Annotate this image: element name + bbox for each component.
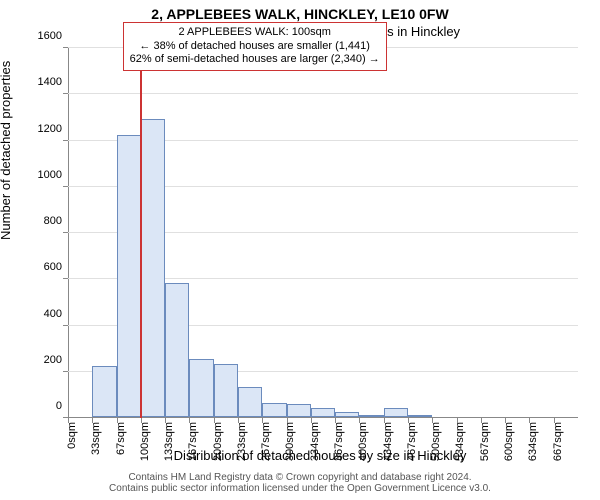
ytick-mark <box>63 325 68 326</box>
bar <box>408 415 432 417</box>
ytick-label: 800 <box>2 215 62 227</box>
title-main: 2, APPLEBEES WALK, HINCKLEY, LE10 0FW <box>0 6 600 22</box>
x-axis-label: Distribution of detached houses by size … <box>60 448 580 463</box>
bar <box>189 359 213 417</box>
bar <box>214 364 238 417</box>
gridline <box>68 93 578 94</box>
chart-container: 2, APPLEBEES WALK, HINCKLEY, LE10 0FW Si… <box>0 0 600 500</box>
ytick-label: 1600 <box>2 30 62 42</box>
ytick-label: 400 <box>2 308 62 320</box>
ytick-mark <box>63 93 68 94</box>
bar <box>165 283 189 417</box>
annotation-line: 62% of semi-detached houses are larger (… <box>130 53 380 67</box>
ytick-mark <box>63 278 68 279</box>
bar <box>92 366 116 417</box>
bar <box>384 408 408 417</box>
x-axis <box>68 417 578 418</box>
annotation-box: 2 APPLEBEES WALK: 100sqm← 38% of detache… <box>123 22 387 71</box>
ytick-label: 1400 <box>2 76 62 88</box>
bar <box>141 119 165 417</box>
ytick-label: 1000 <box>2 169 62 181</box>
ytick-mark <box>63 140 68 141</box>
ytick-label: 200 <box>2 354 62 366</box>
bar <box>238 387 262 417</box>
ytick-label: 1200 <box>2 123 62 135</box>
xtick-label: 0sqm <box>66 422 78 449</box>
ytick-mark <box>63 232 68 233</box>
y-axis <box>68 48 69 418</box>
ytick-mark <box>63 47 68 48</box>
ytick-mark <box>63 371 68 372</box>
footer: Contains HM Land Registry data © Crown c… <box>0 472 600 494</box>
bar <box>117 135 141 417</box>
bar <box>287 404 311 417</box>
annotation-line: 2 APPLEBEES WALK: 100sqm <box>130 26 380 40</box>
plot-area: 020040060080010001200140016000sqm33sqm67… <box>68 48 578 418</box>
ytick-label: 0 <box>2 400 62 412</box>
bar <box>262 403 286 417</box>
bar <box>335 412 359 417</box>
footer-line-2: Contains public sector information licen… <box>109 483 491 494</box>
highlight-line <box>140 48 142 418</box>
bar <box>359 415 383 417</box>
bar <box>311 408 335 417</box>
annotation-line: ← 38% of detached houses are smaller (1,… <box>130 40 380 54</box>
ytick-mark <box>63 186 68 187</box>
footer-line-1: Contains HM Land Registry data © Crown c… <box>128 472 471 483</box>
ytick-label: 600 <box>2 261 62 273</box>
